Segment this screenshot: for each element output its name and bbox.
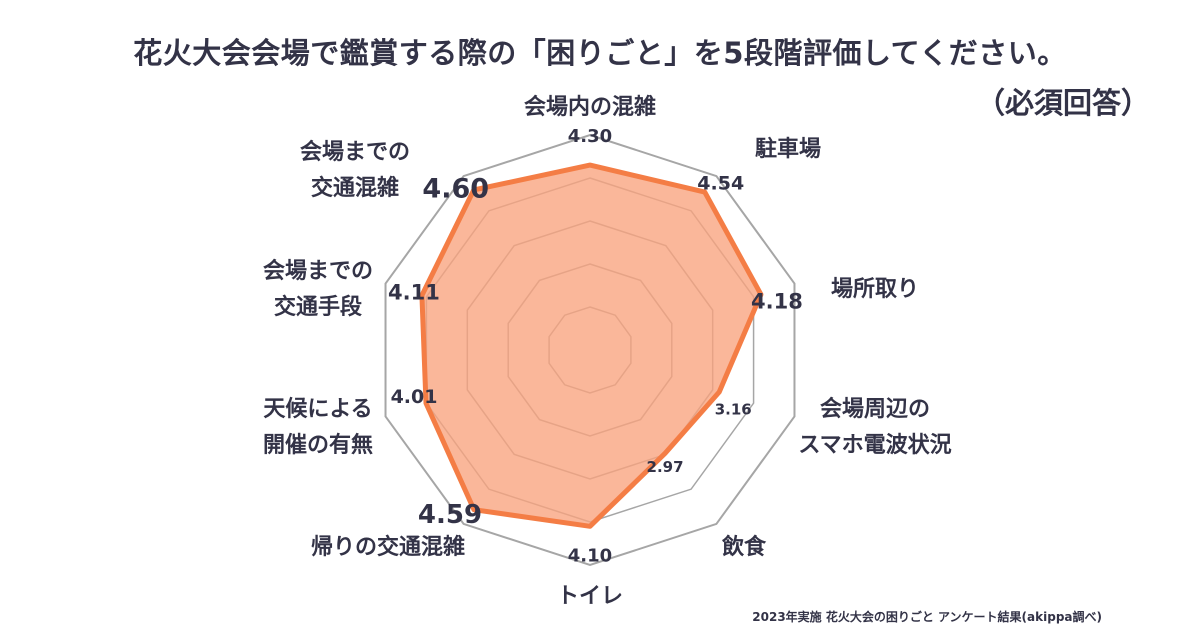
value-label: 4.11 — [388, 280, 440, 304]
series-area — [421, 165, 761, 527]
category-label: 場所取り — [831, 277, 919, 302]
value-label: 4.59 — [418, 500, 482, 530]
value-label: 4.54 — [697, 173, 744, 195]
chart-title: 花火大会会場で鑑賞する際の「困りごと」を5段階評価してください。 — [133, 36, 1067, 70]
value-label: 4.18 — [751, 289, 803, 313]
value-label: 4.01 — [391, 386, 438, 408]
chart-subtitle: （必須回答） — [975, 86, 1150, 120]
category-label: 会場内の混雑 — [524, 94, 656, 120]
category-label: 天候による開催の有無 — [263, 397, 373, 458]
category-label: 飲食 — [721, 534, 767, 560]
value-label: 2.97 — [647, 458, 684, 476]
value-label: 4.30 — [568, 126, 612, 147]
category-label: トイレ — [557, 584, 623, 609]
category-label: 会場周辺のスマホ電波状況 — [798, 396, 951, 458]
source-note: 2023年実施 花火大会の困りごと アンケート結果(akippa調べ) — [752, 610, 1102, 624]
value-label: 4.10 — [568, 545, 612, 566]
grid-ring-5 — [384, 133, 796, 567]
value-label: 4.60 — [422, 173, 489, 204]
category-label: 帰りの交通混雑 — [311, 534, 465, 560]
category-label: 駐車場 — [755, 136, 821, 162]
value-label: 3.16 — [715, 400, 752, 418]
category-label: 会場までの交通手段 — [263, 258, 373, 320]
series-line — [419, 162, 764, 529]
category-label: 会場までの交通混雑 — [300, 139, 410, 201]
